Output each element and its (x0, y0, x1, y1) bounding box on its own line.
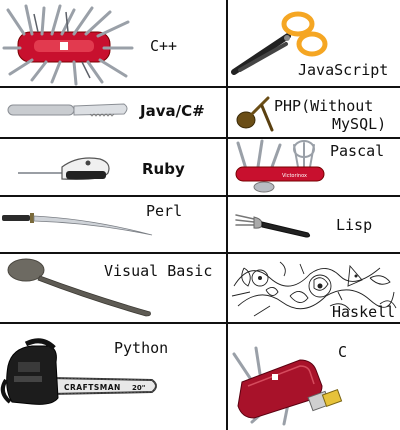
language-label: Perl (146, 203, 182, 220)
cell-php: PHP(Without MySQL) (228, 88, 400, 137)
cell-lisp: Lisp (228, 197, 400, 252)
language-label: JavaScript (298, 62, 388, 79)
cell-ruby: Ruby (0, 139, 226, 195)
spoon-fork-icon (232, 94, 280, 134)
language-label-continued: MySQL) (332, 116, 386, 133)
cell-haskell: Haskell (228, 254, 400, 322)
language-label: Pascal (330, 143, 384, 160)
fork-icon (232, 207, 316, 241)
cell-pascal: Victorinox Pascal (228, 139, 400, 195)
cell-cpp: C++ (0, 0, 226, 86)
svg-text:Victorinox: Victorinox (282, 173, 307, 179)
language-label: Haskell (332, 304, 395, 321)
katana-icon (2, 209, 154, 239)
language-label: Java/C# (140, 103, 205, 120)
language-label: Python (114, 340, 168, 357)
swiss-army-knife-giant-icon (4, 4, 134, 84)
language-label: Visual Basic (104, 263, 212, 280)
electric-knife-icon (18, 151, 118, 187)
cell-visual-basic: Visual Basic (0, 254, 226, 322)
language-label: PHP(Without (274, 98, 373, 115)
cell-c: C (228, 324, 400, 430)
cell-javascript: JavaScript (228, 0, 400, 86)
cell-java-csharp: Java/C# (0, 88, 226, 137)
language-label: Ruby (142, 161, 185, 178)
language-label: C (338, 344, 347, 361)
butter-knife-icon (8, 100, 130, 122)
language-label: C++ (150, 38, 177, 55)
multitool-spork-icon: Victorinox (232, 139, 332, 193)
cell-perl: Perl (0, 197, 226, 252)
bar-size-text: 20" (132, 384, 145, 392)
language-label: Lisp (336, 217, 372, 234)
brand-text: CRAFTSMAN (64, 383, 121, 392)
pocket-knife-usb-icon (230, 338, 346, 428)
cell-python: CRAFTSMAN 20" Python (0, 324, 226, 430)
